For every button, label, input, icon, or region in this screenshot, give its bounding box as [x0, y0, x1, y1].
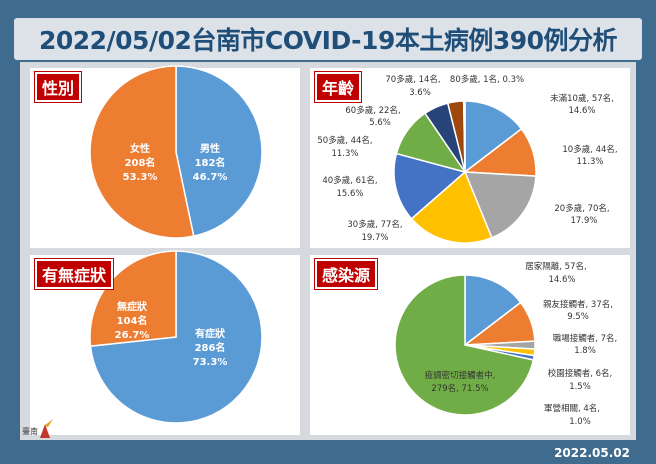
slice-label: 男性: [200, 142, 220, 155]
slice-label: 軍營相關, 4名,: [544, 403, 600, 414]
slice-label: 50多歲, 44名,: [317, 135, 372, 146]
slice-label: 26.7%: [115, 330, 150, 341]
slice-label: 親友接觸者, 37名,: [543, 299, 613, 310]
tainan-logo: 臺南: [22, 419, 53, 438]
slice-label: 居家隔離, 57名,: [525, 261, 586, 272]
slice-label: 14.6%: [568, 106, 595, 116]
slice-label: 11.3%: [331, 149, 358, 159]
slice-label: 11.3%: [576, 157, 603, 167]
slice-label: 73.3%: [193, 357, 228, 368]
pie-slice: [464, 274, 522, 347]
slice-label: 279名, 71.5%: [431, 383, 488, 394]
slice-label: 15.6%: [336, 189, 363, 199]
slice-label: 疫調密切接觸者中,: [425, 370, 496, 381]
pie-slice: [410, 170, 493, 244]
slice-label: 19.7%: [361, 233, 388, 243]
pie-slice: [464, 100, 523, 174]
slice-label: 208名: [125, 156, 156, 169]
pie-slice: [462, 100, 466, 173]
slice-label: 80多歲, 1名, 0.3%: [450, 74, 524, 85]
slice-label: 有症狀: [195, 327, 226, 340]
slice-label: 職場接觸者, 7名,: [553, 333, 618, 344]
slice-label: 46.7%: [193, 172, 228, 183]
slice-label: 10多歲, 44名,: [562, 144, 617, 155]
slice-label: 104名: [117, 314, 148, 327]
slice-label: 53.3%: [123, 172, 158, 183]
slice-label: 女性: [130, 142, 150, 155]
slice-label: 30多歲, 77名,: [347, 219, 402, 230]
slice-label: 60多歲, 22名,: [345, 105, 400, 116]
tag-symptom: 有無症狀: [33, 258, 115, 290]
slice-label: 1.5%: [569, 382, 591, 392]
slice-label: 17.9%: [570, 216, 597, 226]
slice-label: 5.6%: [369, 118, 391, 128]
pie-slice: [393, 152, 467, 220]
slice-label: 3.6%: [409, 88, 431, 98]
slice-label: 未滿10歲, 57名,: [550, 93, 614, 104]
slice-label: 40多歲, 61名,: [322, 175, 377, 186]
slice-label: 20多歲, 70名,: [554, 203, 609, 214]
pie-slice: [463, 171, 537, 239]
slice-label: 286名: [195, 341, 226, 354]
slice-label: 70多歲, 14名,: [385, 74, 440, 85]
tag-gender: 性別: [33, 71, 83, 103]
title-bar: 2022/05/02台南市COVID-19本土病例390例分析: [14, 18, 642, 60]
slice-label: 9.5%: [567, 312, 589, 322]
tag-age: 年齡: [313, 71, 363, 103]
tag-source: 感染源: [313, 258, 379, 290]
slice-label: 無症狀: [117, 300, 148, 313]
pie-slice: [175, 65, 263, 238]
pie-slice: [394, 274, 535, 416]
slice-label: 14.6%: [548, 275, 575, 285]
page-title: 2022/05/02台南市COVID-19本土病例390例分析: [38, 26, 618, 55]
slice-label: 182名: [195, 156, 226, 169]
date-label: 2022.05.02: [554, 446, 630, 460]
slice-label: 校園接觸者, 6名,: [548, 368, 613, 379]
svg-text:臺南: 臺南: [22, 426, 38, 436]
slice-label: 1.0%: [569, 417, 591, 427]
slice-label: 1.8%: [574, 346, 596, 356]
pie-slice: [89, 65, 195, 239]
